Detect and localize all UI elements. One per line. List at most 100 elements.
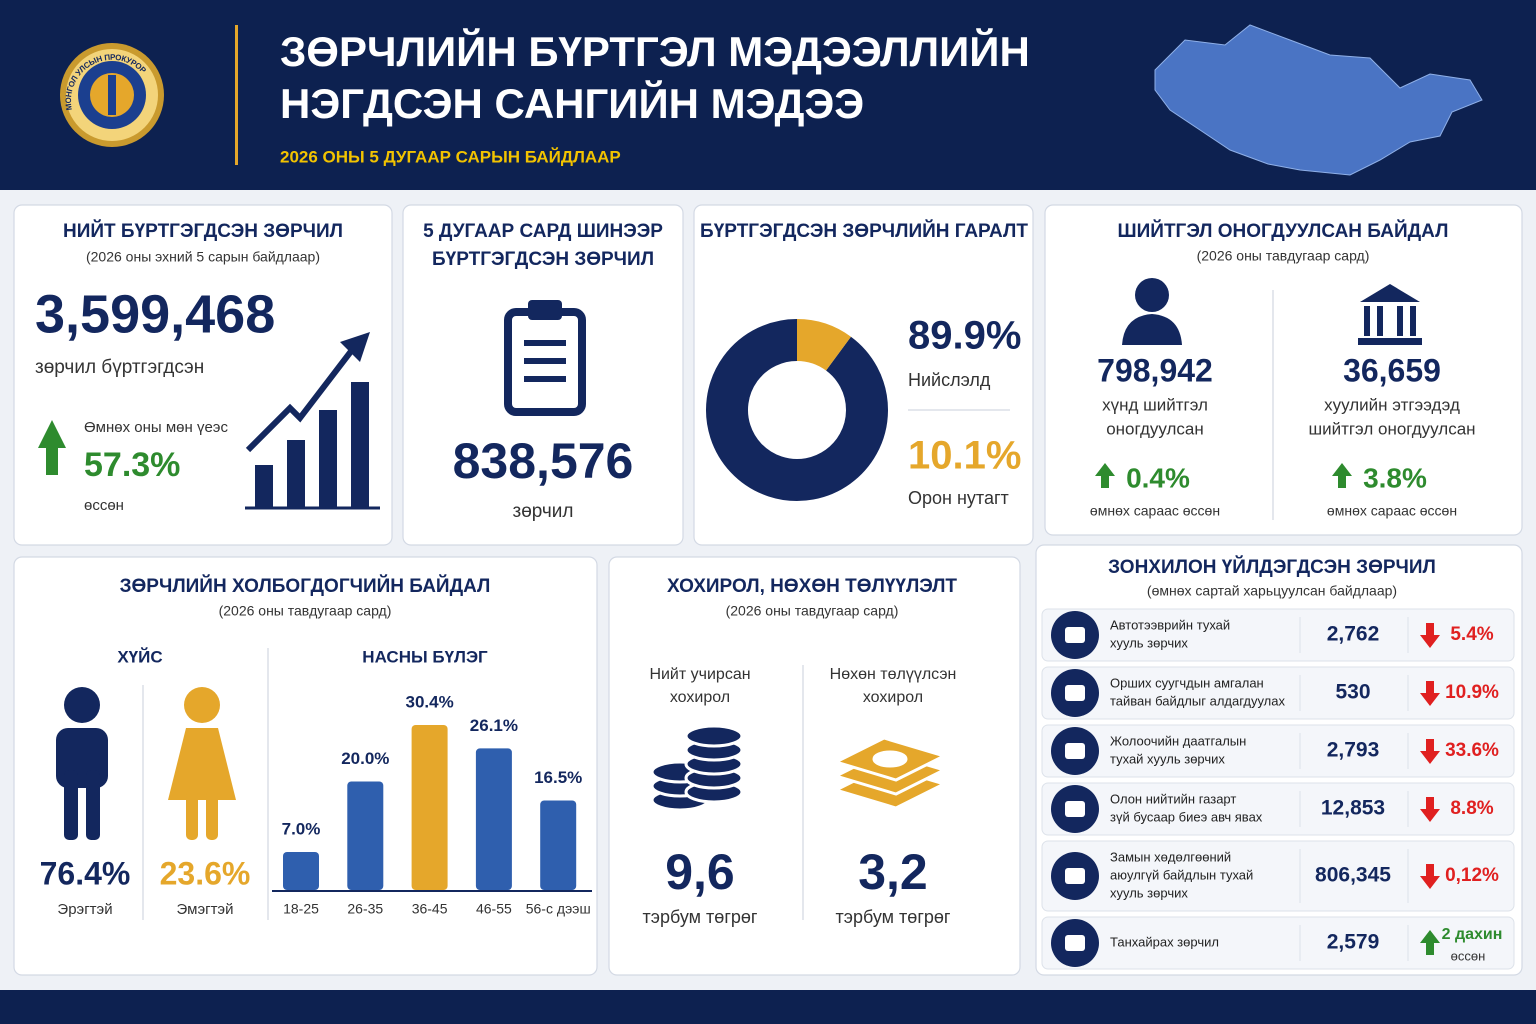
growth-icon [38,332,380,510]
building-icon [1358,284,1422,345]
gender-label: Эрэгтэй [57,901,112,918]
clipboard-icon-part [524,376,566,382]
bar [475,748,512,890]
gender-label: Эмэгтэй [177,901,234,918]
male-icon [56,687,108,840]
card-subtitle: (2026 оны тавдугаар сард) [726,603,899,619]
row-value: 2,762 [1327,623,1380,646]
penalty-value: 36,659 [1343,352,1441,388]
card-title: ЗОНХИЛОН ҮЙЛДЭГДСЭН ЗӨРЧИЛ [1108,556,1436,578]
female-icon-part [168,728,236,800]
card-title: БҮРТГЭГДСЭН ЗӨРЧЛИЙН ГАРАЛТ [700,220,1028,242]
clipboard-icon-part [524,358,566,364]
row-icon-glyph [1065,801,1085,817]
female-icon [168,687,236,840]
damage-unit: тэрбум төгрөг [836,907,951,927]
male-icon-part [64,770,78,840]
damage-label: Нөхөн төлүүлсэн [830,666,957,683]
change-value: 57.3% [84,446,180,484]
row-label: тухай хууль зөрчих [1110,751,1225,766]
growth-icon-part [287,440,305,507]
row-label: Танхайрах зөрчил [1110,934,1219,949]
penalty-value: 798,942 [1097,352,1213,388]
arrow-down [1420,864,1440,889]
row-box [1041,724,1515,778]
row-box [1041,666,1515,720]
x-tick-label: 36-45 [412,901,448,917]
bar [540,800,577,890]
person-icon-part [1135,278,1169,312]
row-label: Орших суугчдын амгалан [1110,675,1264,690]
row-change: 0,12% [1445,865,1499,886]
x-tick-label: 26-35 [347,901,383,917]
bar-value-label: 26.1% [470,716,518,735]
female-icon-part [186,790,198,840]
clipboard-icon-part [524,340,566,346]
coins-icon-part [684,724,744,748]
female-icon-part [206,790,218,840]
card-title: 5 ДУГААР САРД ШИНЭЭР [423,221,663,242]
card-subtitle: (2026 оны тавдугаар сард) [219,603,392,619]
row-label: хууль зөрчих [1110,885,1188,900]
building-icon-part [1364,306,1370,336]
female-icon-part [184,687,220,723]
total-caption: зөрчил бүртгэгдсэн [35,357,204,378]
penalty-label: шийтгэл оногдуулсан [1308,419,1475,438]
arrow-down [1420,797,1440,822]
male-icon-part [56,728,108,788]
coins-icon [650,724,744,812]
row-value: 12,853 [1321,797,1385,820]
logo: МОНГОЛ УЛСЫН ПРОКУРОР [60,43,164,147]
header-subtitle: 2026 ОНЫ 5 ДУГААР САРЫН БАЙДЛААР [280,147,621,166]
x-tick-label: 56-с дээш [526,901,591,917]
money-icon-part [872,750,908,768]
header-title: НЭГДСЭН САНГИЙН МЭДЭЭ [280,79,864,127]
clipboard-icon [504,300,586,416]
row-change: 2 дахин [1442,926,1503,943]
row-label: Олон нийтийн газарт [1110,791,1236,806]
row-box [1041,608,1515,662]
growth-icon-part [245,348,355,453]
card [402,204,684,546]
penalty-label: хүнд шийтгэл [1102,395,1208,414]
person-icon [1122,278,1182,345]
building-icon-part [1397,306,1403,336]
map [1154,24,1483,176]
row-value: 806,345 [1315,864,1391,887]
row-icon-glyph [1065,868,1085,884]
money-icon [831,736,949,810]
donut-category: Орон нутагт [908,488,1009,508]
header-divider [235,25,238,165]
card-title: НИЙТ БҮРТГЭГДСЭН ЗӨРЧИЛ [63,220,343,242]
row-label: Автотээврийн тухай [1110,617,1230,632]
building-icon-part [1410,306,1416,336]
card [13,556,598,976]
damage-unit: тэрбум төгрөг [643,907,758,927]
change-caption: өссөн [84,497,124,514]
arrow-up [1332,463,1352,488]
row-change: 8.8% [1450,798,1493,819]
male-icon-part [86,770,100,840]
card-title: ХОХИРОЛ, НӨХӨН ТӨЛҮҮЛЭЛТ [667,576,957,597]
row-change: 10.9% [1445,682,1499,703]
bar [283,852,319,890]
header-title: ЗӨРЧЛИЙН БҮРТГЭЛ МЭДЭЭЛЛИЙН [280,27,1030,75]
row-label: хууль зөрчих [1110,635,1188,650]
row-box [1041,782,1515,836]
gender-value: 23.6% [160,855,251,891]
arrow-down [1420,681,1440,706]
damage-value: 3,2 [858,844,928,900]
gender-value: 76.4% [40,855,131,891]
row-change: 5.4% [1450,624,1493,645]
bar [347,781,384,890]
person-icon-part [1122,314,1182,345]
row-icon-glyph [1065,743,1085,759]
card-subtitle: (өмнөх сартай харьцуулсан байдлаар) [1147,583,1397,599]
row-value: 2,579 [1327,931,1380,954]
damage-label: Нийт учирсан [649,666,750,683]
growth-icon-part [38,420,66,475]
donut-value-label: 10.1% [908,434,1021,478]
row-box [1041,916,1515,970]
total-value: 3,599,468 [35,284,275,344]
row-label: Жолоочийн даатгалын [1110,733,1246,748]
